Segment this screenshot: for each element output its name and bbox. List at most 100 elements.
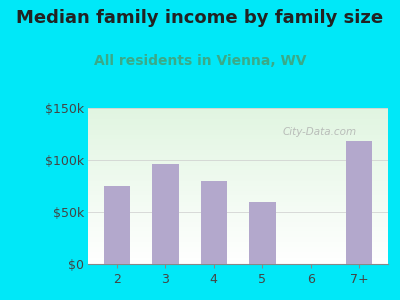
Bar [88,144,388,146]
Bar [88,239,388,241]
Text: City-Data.com: City-Data.com [283,127,357,137]
Bar [88,173,388,175]
Bar [88,225,388,226]
Bar [88,150,388,152]
Bar [88,211,388,212]
Bar [346,141,372,264]
Bar [88,222,388,224]
Bar [88,121,388,122]
Bar [88,180,388,181]
Bar [88,205,388,206]
Bar [88,259,388,261]
Bar [88,214,388,216]
Bar [152,164,179,264]
Bar [88,247,388,248]
Bar [88,233,388,234]
Bar [88,161,388,163]
Bar [88,230,388,231]
Bar [88,177,388,178]
Bar [88,231,388,233]
Bar [249,202,276,264]
Bar [88,224,388,225]
Bar [88,228,388,230]
Bar [88,217,388,219]
Bar [88,110,388,111]
Bar [88,148,388,150]
Bar [88,244,388,245]
Bar [88,141,388,142]
Bar [88,186,388,188]
Bar [88,138,388,139]
Bar [88,197,388,199]
Bar [88,125,388,127]
Bar [88,163,388,164]
Bar [88,245,388,247]
Bar [88,189,388,191]
Bar [88,194,388,195]
Bar [88,166,388,167]
Bar [88,130,388,131]
Bar [88,256,388,258]
Bar [88,160,388,161]
Bar [88,147,388,148]
Bar [88,236,388,238]
Bar [88,119,388,121]
Bar [88,169,388,170]
Bar [88,251,388,253]
Bar [88,250,388,251]
Bar [88,219,388,220]
Bar [88,117,388,119]
Bar [88,128,388,130]
Bar [88,253,388,255]
Bar [88,200,388,202]
Bar [88,261,388,262]
Bar [88,208,388,209]
Bar [88,133,388,134]
Bar [88,167,388,169]
Bar [88,111,388,113]
Bar [88,139,388,141]
Bar [88,172,388,173]
Bar [88,153,388,155]
Bar [88,146,388,147]
Text: All residents in Vienna, WV: All residents in Vienna, WV [94,54,306,68]
Bar [88,202,388,203]
Bar [88,241,388,242]
Bar [88,113,388,114]
Bar [88,216,388,217]
Bar [88,192,388,194]
Bar [88,203,388,205]
Bar [88,234,388,236]
Bar [88,114,388,116]
Bar [88,255,388,256]
Bar [88,134,388,136]
Bar [88,181,388,183]
Bar [88,116,388,117]
Bar [104,186,130,264]
Bar [88,206,388,208]
Bar [88,184,388,186]
Bar [88,152,388,153]
Bar [88,188,388,189]
Bar [88,226,388,228]
Bar [88,199,388,200]
Bar [88,108,388,110]
Bar [88,183,388,184]
Bar [88,175,388,177]
Bar [88,136,388,138]
Bar [88,142,388,144]
Bar [88,155,388,156]
Bar [88,238,388,239]
Bar [88,220,388,222]
Bar [88,122,388,124]
Text: Median family income by family size: Median family income by family size [16,9,384,27]
Bar [88,178,388,180]
Bar [88,242,388,244]
Bar [88,195,388,197]
Bar [88,170,388,172]
Bar [88,258,388,259]
Bar [88,191,388,192]
Bar [88,164,388,166]
Bar [200,181,227,264]
Bar [88,156,388,158]
